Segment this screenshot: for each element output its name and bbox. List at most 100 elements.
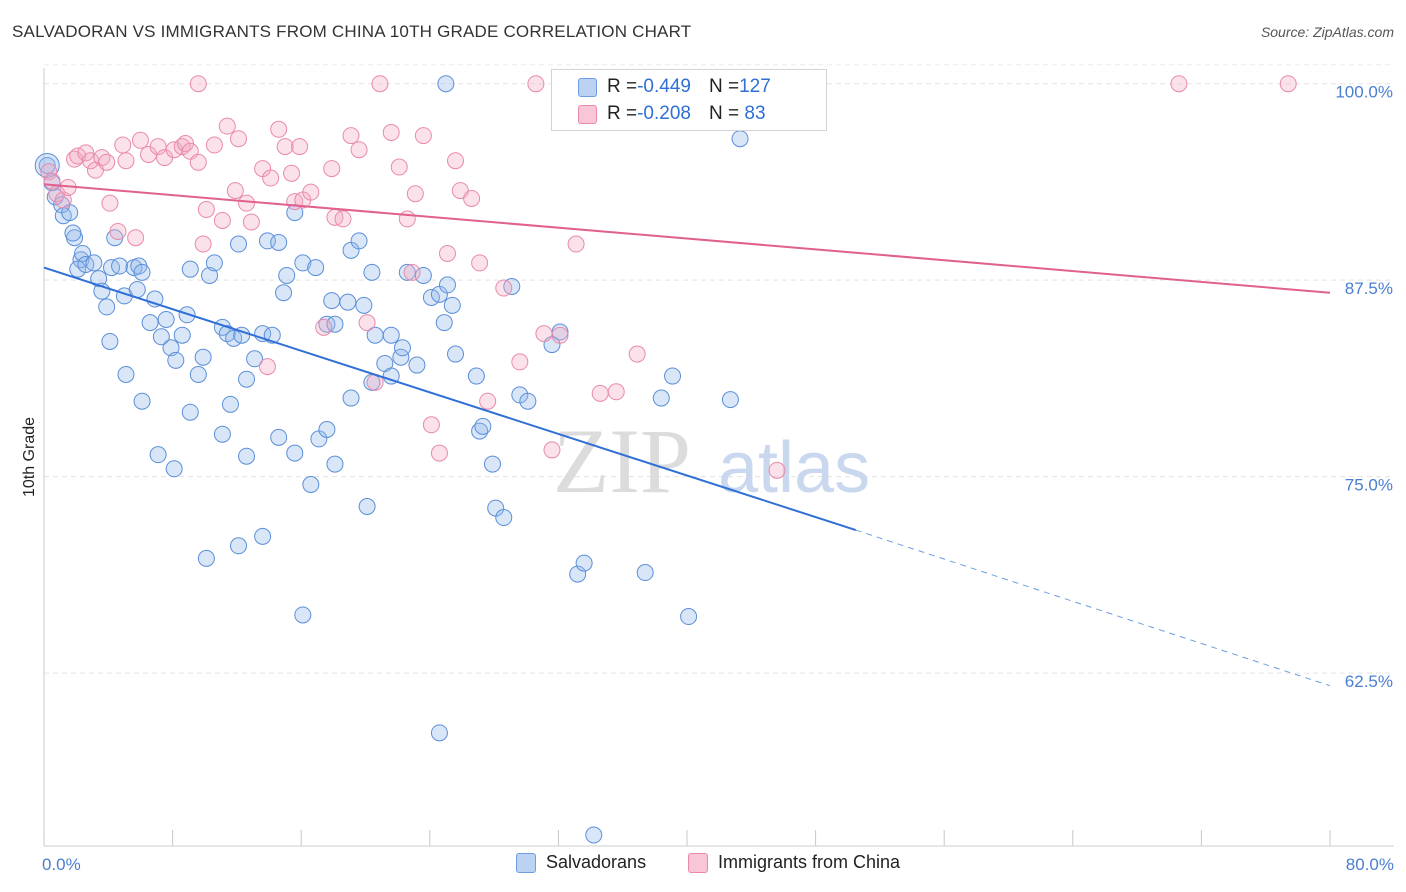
salvadoran-point (569, 565, 587, 583)
china-point (414, 127, 432, 145)
source-label: Source: ZipAtlas.com (1260, 24, 1394, 40)
y-tick-label: 62.5% (1345, 672, 1393, 691)
salvadoran-point (350, 232, 368, 250)
legend-n-value: 127 (739, 76, 771, 97)
salvadoran-point (652, 389, 670, 407)
salvadoran-point (238, 370, 256, 388)
salvadoran-point (430, 724, 448, 742)
china-point (213, 211, 231, 229)
salvadoran-point (398, 263, 416, 281)
series-legend: Salvadorans Immigrants from China (0, 852, 1406, 878)
china-point (323, 160, 341, 178)
salvadoran-point (443, 296, 461, 314)
legend-n-label: N = (708, 103, 740, 124)
china-point (230, 130, 248, 148)
china-point (54, 191, 72, 209)
salvadoran-point (221, 395, 239, 413)
china-point (768, 461, 786, 479)
salvadoran-point (270, 233, 288, 251)
china-points (40, 75, 1297, 479)
salvadoran-point (230, 235, 248, 253)
series-swatch-salvadorans (516, 852, 536, 873)
china-point (527, 75, 545, 93)
salvadoran-point (414, 266, 432, 284)
china-point (226, 182, 244, 200)
china-point (276, 138, 294, 156)
china-point (98, 153, 116, 171)
china-point (406, 185, 424, 203)
x-ticks (43, 830, 1331, 846)
salvadoran-point (382, 326, 400, 344)
series-legend-china: Immigrants from China (688, 852, 900, 873)
salvadoran-point (294, 606, 312, 624)
stats-legend: R = -0.449 N = 127 R = -0.208 N = 83 (551, 69, 827, 131)
salvadoran-point (483, 455, 501, 473)
salvadorans-trend-line (43, 266, 857, 532)
x-tick-label-min: 0.0% (42, 855, 81, 874)
china-point (131, 131, 149, 149)
y-tick-label: 75.0% (1345, 476, 1393, 495)
china-point (117, 152, 135, 170)
watermark-zip: ZIP (553, 410, 691, 512)
china-point (471, 254, 489, 272)
china-point (430, 444, 448, 462)
legend-r-label: R = (607, 76, 638, 97)
salvadoran-point (467, 367, 485, 385)
salvadoran-point (72, 251, 90, 269)
salvadorans-trend-extension (855, 529, 1331, 687)
salvadoran-point (141, 314, 159, 332)
salvadoran-point (85, 254, 103, 272)
china-point (390, 158, 408, 176)
china-point (149, 138, 167, 156)
salvadoran-point (447, 345, 465, 363)
salvadoran-point (133, 263, 151, 281)
china-point (262, 169, 280, 187)
china-point (350, 141, 368, 159)
salvadoran-point (302, 476, 320, 494)
salvadoran-point (238, 447, 256, 465)
salvadoran-point (197, 549, 215, 567)
legend-row-salvadorans: R = -0.449 N = 127 (578, 74, 771, 100)
legend-n-value: 83 (739, 103, 766, 124)
china-point (218, 117, 236, 135)
china-trend-line (43, 183, 1331, 294)
china-point (40, 163, 58, 181)
gridlines (44, 64, 1394, 674)
salvadoran-point (339, 293, 357, 311)
china-point (270, 120, 288, 138)
series-legend-salvadorans: Salvadorans (516, 852, 646, 873)
china-point (205, 136, 223, 154)
china-point (358, 314, 376, 332)
china-point (194, 235, 212, 253)
salvadoran-point (162, 339, 180, 357)
china-point (93, 149, 111, 167)
china-point (197, 200, 215, 218)
china-point (283, 164, 301, 182)
legend-swatch-salvadorans (578, 77, 597, 97)
salvadoran-point (117, 365, 135, 383)
salvadoran-point (275, 284, 293, 302)
china-point (438, 244, 456, 262)
salvadoran-point (98, 298, 116, 316)
chart-title: SALVADORAN VS IMMIGRANTS FROM CHINA 10TH… (12, 22, 692, 41)
salvadoran-point (181, 260, 199, 278)
salvadoran-point (201, 266, 219, 284)
salvadoran-point (664, 367, 682, 385)
salvadoran-point (205, 254, 223, 272)
legend-r-value: -0.208 (637, 103, 691, 124)
china-point (607, 383, 625, 401)
china-point (535, 325, 553, 343)
china-point (127, 229, 145, 247)
salvadoran-point (585, 826, 603, 844)
salvadoran-point (495, 509, 513, 527)
axes (43, 68, 1394, 847)
china-point (422, 416, 440, 434)
salvadoran-point (270, 428, 288, 446)
salvadoran-point (438, 276, 456, 294)
legend-row-china: R = -0.208 N = 83 (578, 101, 766, 127)
salvadoran-point (342, 389, 360, 407)
salvadoran-point (363, 263, 381, 281)
legend-r-label: R = (607, 103, 638, 124)
china-point (567, 235, 585, 253)
